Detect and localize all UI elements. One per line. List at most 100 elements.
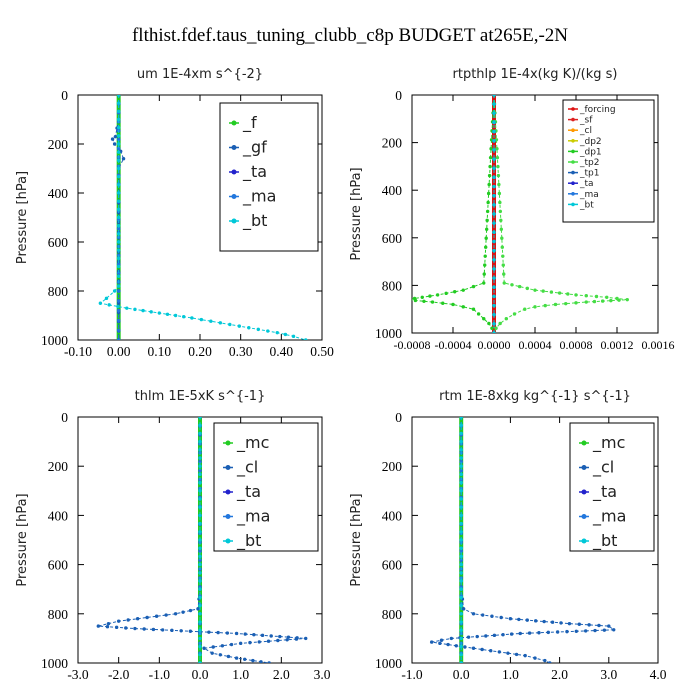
legend-marker <box>225 538 231 544</box>
data-point <box>497 650 502 654</box>
data-point <box>495 147 499 151</box>
data-point <box>198 448 202 452</box>
data-point <box>198 456 202 460</box>
data-point <box>487 321 491 326</box>
data-point <box>489 649 493 653</box>
data-point <box>492 312 496 317</box>
data-point <box>170 628 174 633</box>
legend-marker <box>571 160 575 164</box>
legend-label: _bt <box>579 200 594 210</box>
y-tick-label: 800 <box>382 607 403 622</box>
data-point <box>583 629 588 633</box>
data-point <box>476 312 481 316</box>
panel-title: rtpthlp 1E-4x(kg K)/(kg s) <box>453 67 618 82</box>
data-point <box>173 313 178 318</box>
data-point <box>459 538 463 542</box>
data-point <box>518 631 522 636</box>
data-point <box>459 448 463 452</box>
data-point <box>198 549 202 553</box>
data-point <box>116 134 121 138</box>
data-point <box>259 660 263 663</box>
data-point <box>567 621 572 626</box>
y-tick-label: 400 <box>382 508 403 523</box>
data-point <box>218 653 223 657</box>
data-point <box>502 272 506 276</box>
legend-label: _ma <box>592 507 626 527</box>
data-point <box>466 635 471 639</box>
legend-box <box>562 99 655 223</box>
data-point <box>499 218 503 223</box>
data-point <box>459 549 463 553</box>
legend-marker <box>225 514 231 519</box>
y-axis-label: Pressure [hPa] <box>349 493 364 586</box>
x-tick-label: 0.50 <box>310 344 334 359</box>
data-point <box>492 322 496 326</box>
y-tick-label: 1000 <box>375 326 402 341</box>
data-point <box>243 632 247 636</box>
y-tick-label: 800 <box>48 284 69 299</box>
legend-marker <box>231 218 237 224</box>
data-point <box>116 226 121 231</box>
data-point <box>198 587 202 591</box>
data-point <box>116 274 121 278</box>
legend-label: _ta <box>242 162 267 182</box>
data-point <box>116 338 121 340</box>
x-tick-label: 0.20 <box>188 344 212 359</box>
data-point <box>617 298 621 302</box>
panel-2: rtpthlp 1E-4x(kg K)/(kg s) Pressure [hPa]… <box>349 67 675 352</box>
data-point <box>116 304 120 309</box>
data-point <box>198 612 202 616</box>
data-point <box>116 137 121 142</box>
data-point <box>523 307 527 311</box>
data-point <box>198 538 202 542</box>
data-point <box>587 623 591 627</box>
data-point <box>605 295 609 299</box>
data-point <box>238 641 243 646</box>
x-tick-label: 0.0008 <box>560 338 593 352</box>
data-point <box>198 620 202 624</box>
data-point <box>504 317 508 321</box>
data-point <box>286 635 291 639</box>
data-point <box>593 628 597 633</box>
data-point <box>228 322 232 327</box>
legend-label: _forcing <box>579 105 616 115</box>
data-point <box>459 612 463 616</box>
data-point <box>607 624 611 628</box>
x-tick-label: -0.0008 <box>394 338 431 352</box>
data-point <box>553 302 558 307</box>
data-point <box>304 636 308 641</box>
data-point <box>495 155 500 160</box>
plot-area <box>429 417 616 663</box>
data-point <box>269 634 273 638</box>
data-point <box>500 236 504 240</box>
data-point <box>461 305 465 309</box>
data-point <box>188 608 193 613</box>
y-tick-label: 0 <box>61 410 68 425</box>
data-point <box>449 636 454 641</box>
data-point <box>492 294 496 299</box>
data-point <box>116 289 121 293</box>
data-point <box>198 513 202 518</box>
data-point <box>459 571 463 575</box>
data-point <box>149 310 153 314</box>
data-point <box>625 297 629 302</box>
data-point <box>291 334 296 339</box>
data-point <box>116 223 121 228</box>
data-point <box>225 631 230 635</box>
data-point <box>574 629 579 633</box>
y-tick-label: 1000 <box>41 656 68 671</box>
data-point <box>116 150 121 154</box>
data-point <box>198 460 202 464</box>
y-axis-label: Pressure [hPa] <box>349 167 364 260</box>
plot-frame <box>411 416 659 664</box>
legend-marker <box>571 139 575 143</box>
data-point <box>527 631 532 635</box>
data-point <box>106 621 111 626</box>
data-point <box>116 166 121 171</box>
legend-label: _bt <box>242 211 267 231</box>
panel-3: thlm 1E-5xK s^{-1} Pressure [hPa] -3.0 -2.0… <box>15 389 331 682</box>
panel-title: thlm 1E-5xK s^{-1} <box>135 389 266 404</box>
data-point <box>266 329 270 333</box>
legend-marker <box>231 145 237 150</box>
data-point <box>459 579 463 583</box>
